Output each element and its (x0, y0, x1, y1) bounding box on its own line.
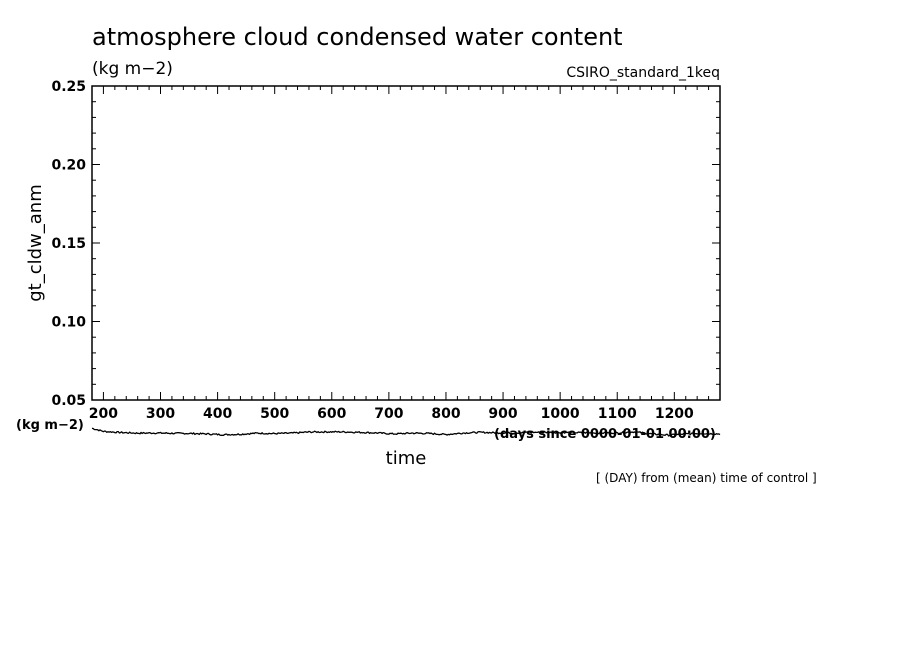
x-tick-label: 800 (431, 406, 460, 422)
minor-ticks (91, 86, 721, 400)
y-tick-label: 0.25 (51, 79, 86, 95)
x-tick-label: 1100 (598, 406, 637, 422)
x-tick-label: 300 (146, 406, 175, 422)
x-tick-label: 700 (374, 406, 403, 422)
y-tick-label: 0.05 (51, 393, 86, 409)
chart-units: (kg m−2) (92, 59, 173, 79)
x-axis-label: time (386, 448, 427, 469)
x-axis-units: (days since 0000-01-01 00:00) (494, 427, 716, 442)
plot-frame (91, 85, 721, 401)
x-tick-label: 200 (89, 406, 118, 422)
y-axis-units: (kg m−2) (16, 418, 84, 433)
y-tick-label: 0.15 (51, 236, 86, 252)
x-tick-label: 1000 (541, 406, 580, 422)
x-tick-label: 500 (260, 406, 289, 422)
x-tick-label: 900 (488, 406, 517, 422)
run-label: CSIRO_standard_1keq (566, 65, 720, 81)
y-axis-label: gt_cldw_anm (25, 184, 46, 302)
x-tick-label: 400 (203, 406, 232, 422)
x-tick-label: 600 (317, 406, 346, 422)
x-axis-ticks: 200 300 400 500 600 700 800 900 1000 1100 1200 (89, 86, 694, 422)
chart-title: atmosphere cloud condensed water content (92, 23, 623, 51)
y-axis-ticks: 0.05 0.10 0.15 0.20 0.25 (51, 79, 720, 409)
series-line (91, 427, 721, 437)
chart-annotation: [ (DAY) from (mean) time of control ] (596, 471, 817, 485)
y-tick-label: 0.10 (51, 315, 86, 331)
x-tick-label: 1200 (655, 406, 694, 422)
y-tick-label: 0.20 (51, 158, 86, 174)
